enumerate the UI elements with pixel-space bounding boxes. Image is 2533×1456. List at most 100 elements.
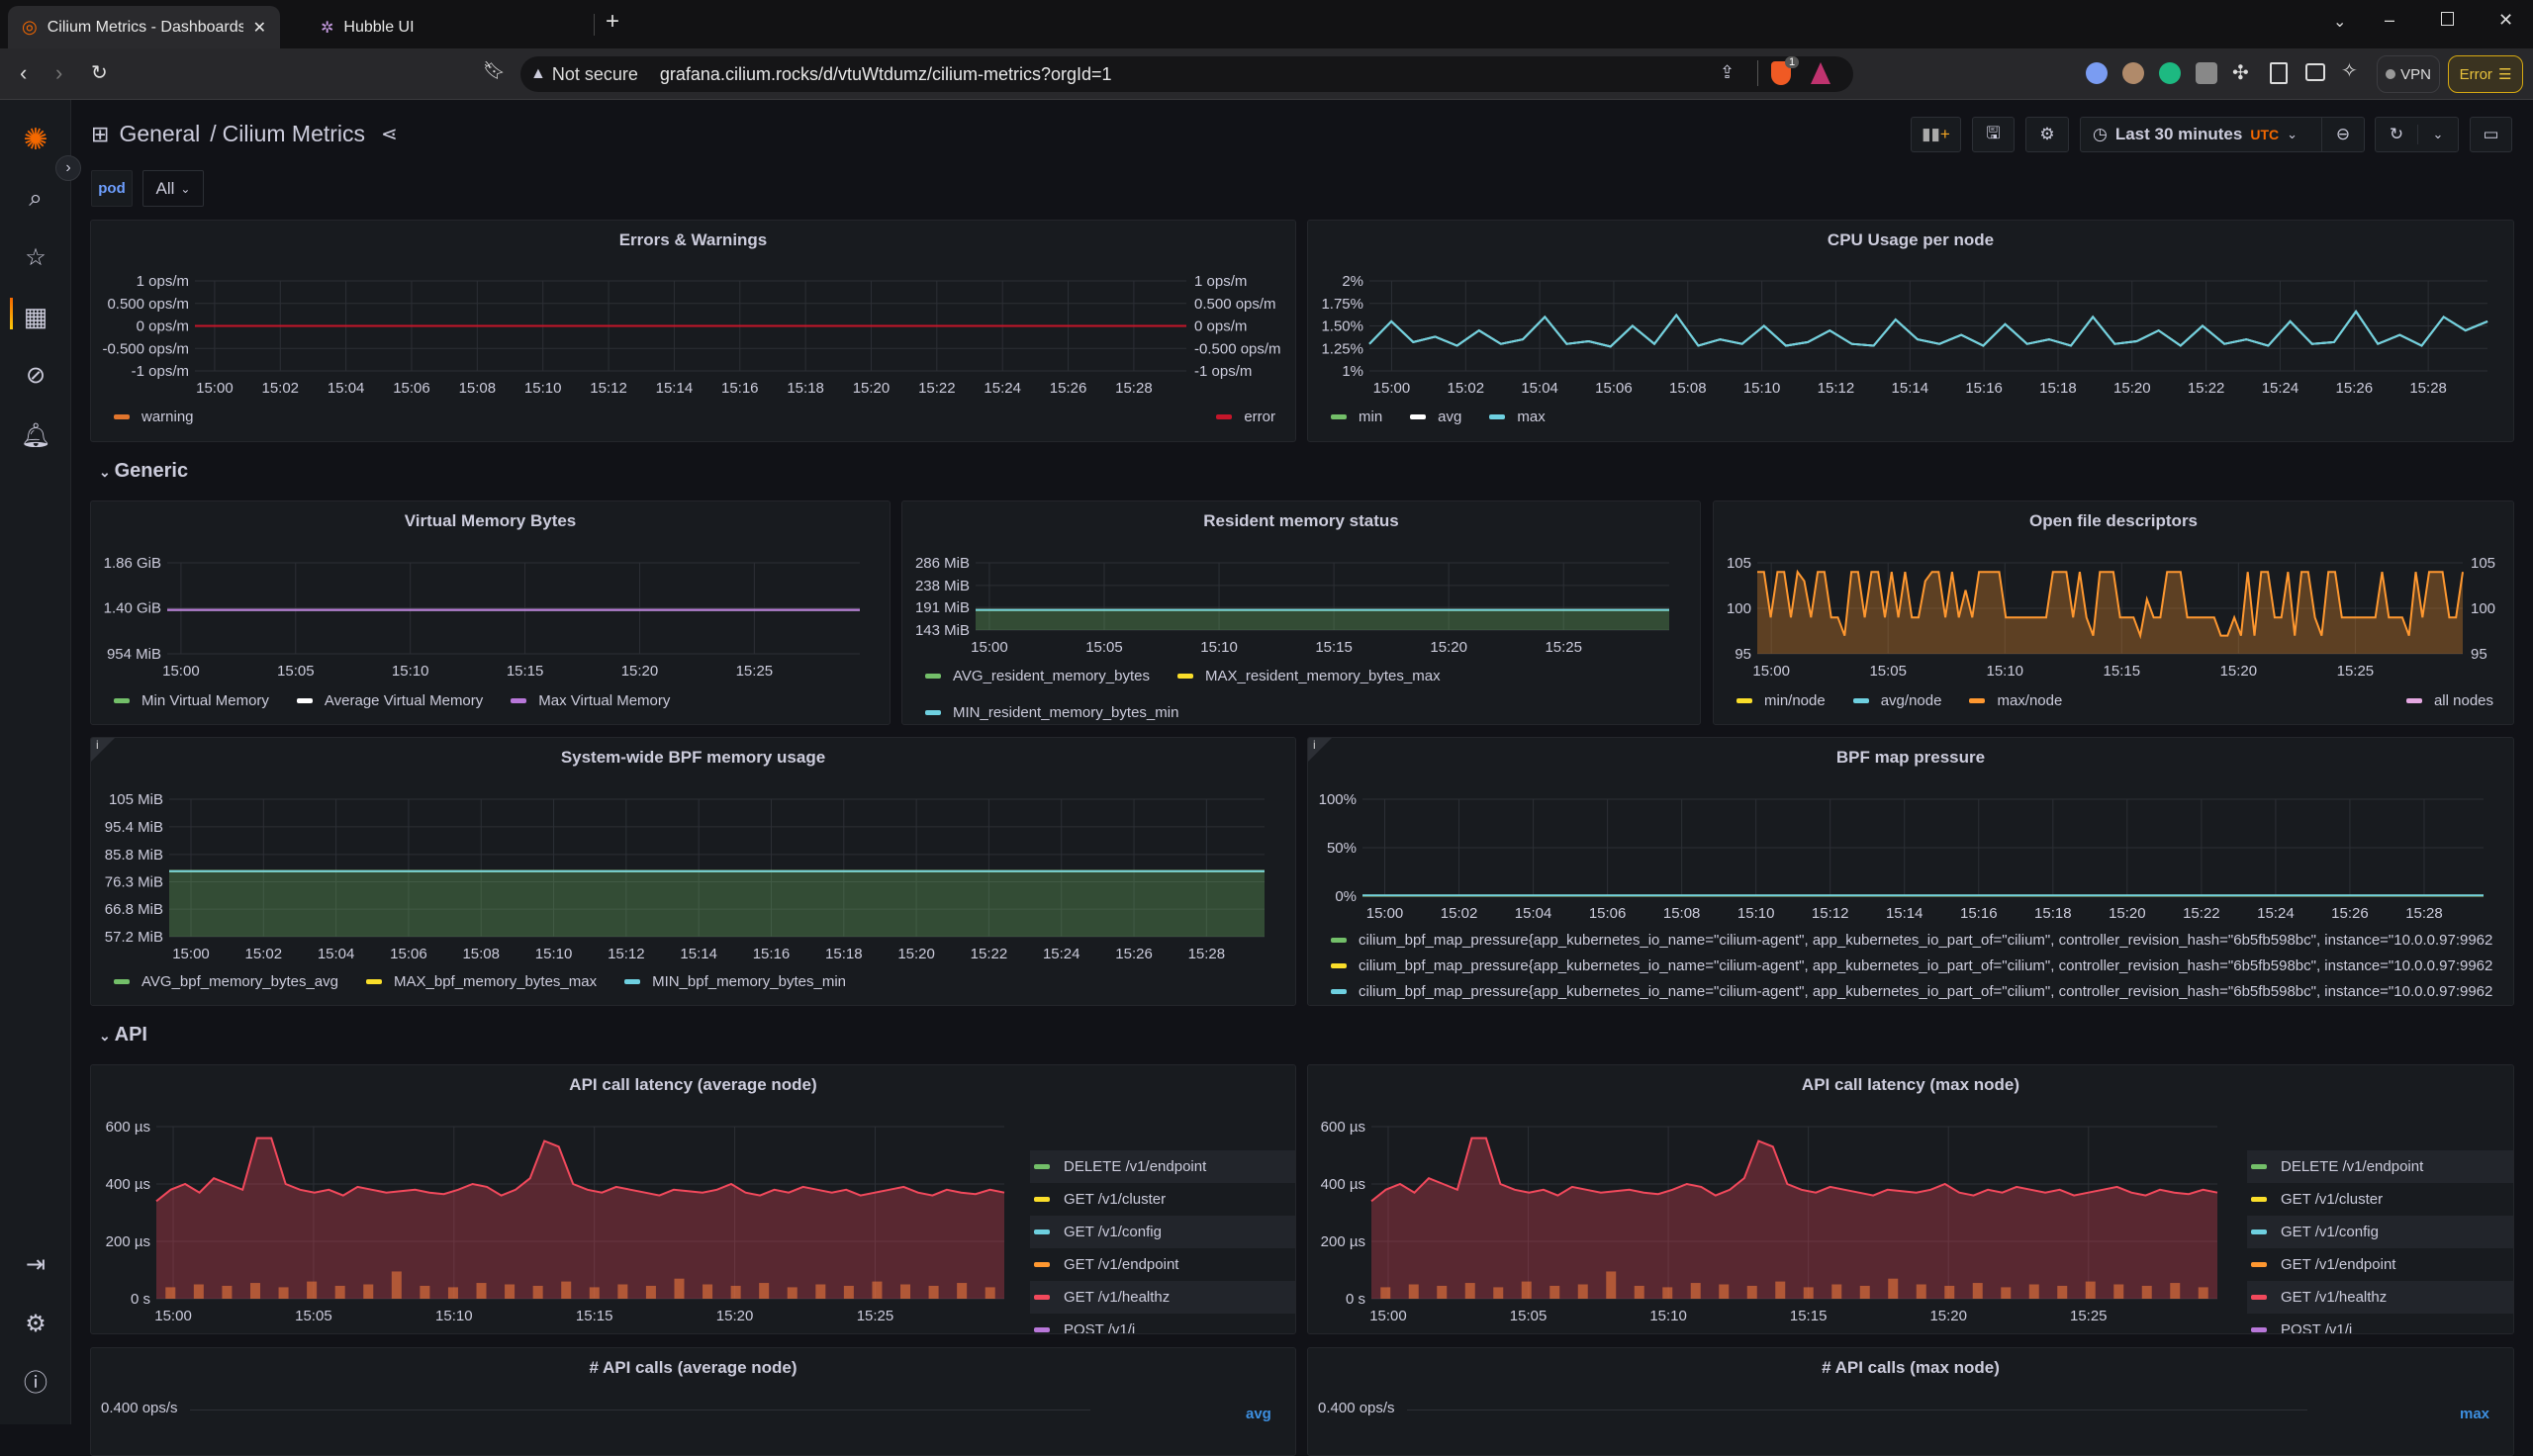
panel-resident-memory[interactable]: Resident memory status 286 MiB 238 MiB 191…: [901, 500, 1701, 725]
legend-row[interactable]: POST /v1/i: [2247, 1314, 2513, 1333]
expand-sidebar-button[interactable]: ›: [55, 155, 81, 181]
legend-item[interactable]: min: [1331, 409, 1382, 425]
legend-item[interactable]: AVG_bpf_memory_bytes_avg: [114, 973, 338, 990]
chart-svg[interactable]: 600 µs 400 µs 200 µs 0 s15:00 15:05 15:10 15:1…: [1308, 1119, 2513, 1328]
panel-title[interactable]: # API calls (average node): [589, 1358, 797, 1377]
grafana-logo-icon[interactable]: ✺: [23, 124, 48, 156]
breadcrumb-folder[interactable]: General: [119, 121, 201, 146]
variable-select-pod[interactable]: All ⌄: [142, 170, 204, 207]
security-label[interactable]: Not secure: [551, 63, 638, 84]
chart-svg[interactable]: 100% 50% 0% 15:00 15:02 15:04 15:06 15:08 15:10 1…: [1308, 791, 2513, 926]
panel-open-file-descriptors[interactable]: Open file descriptors 105 105 100 100 95 95 15…: [1713, 500, 2514, 725]
close-tab-icon[interactable]: ✕: [252, 19, 266, 37]
alerting-bell-icon[interactable]: 🔔︎: [20, 422, 51, 449]
panel-cpu-usage[interactable]: CPU Usage per node 2% 1.75% 1.50% 1.25% 1% 15…: [1307, 220, 2514, 442]
legend-row[interactable]: GET /v1/config: [1030, 1216, 1295, 1248]
legend-row[interactable]: GET /v1/endpoint: [2247, 1248, 2513, 1281]
restore-button[interactable]: [2441, 12, 2454, 26]
panel-info-icon[interactable]: i: [91, 738, 115, 762]
legend-item[interactable]: MIN_resident_memory_bytes_min: [925, 704, 1178, 721]
panel-api-latency-avg[interactable]: API call latency (average node) 600 µs 40…: [90, 1064, 1296, 1334]
legend-item[interactable]: Max Virtual Memory: [511, 692, 670, 709]
chart-resident-memory[interactable]: 286 MiB 238 MiB 191 MiB 143 MiB 15:00 15:05 15…: [902, 555, 1700, 660]
address-bar[interactable]: ▲ Not secure grafana.cilium.rocks/d/vtuW…: [520, 56, 1853, 92]
brave-rewards-icon[interactable]: [1811, 62, 1830, 84]
legend-row[interactable]: GET /v1/config: [2247, 1216, 2513, 1248]
explore-compass-icon[interactable]: ⊘: [25, 362, 47, 389]
forward-button[interactable]: ›: [55, 60, 63, 85]
chart-svg[interactable]: 2% 1.75% 1.50% 1.25% 1% 15:00 15:02 15:04 15:06 1…: [1308, 273, 2513, 401]
chart-bpf-map-pressure[interactable]: 100% 50% 0% 15:00 15:02 15:04 15:06 15:08 15:10 1…: [1308, 791, 2513, 926]
row-header-api[interactable]: ⌄ API: [99, 1024, 147, 1046]
legend-item[interactable]: min/node: [1736, 692, 1826, 709]
legend-row[interactable]: DELETE /v1/endpoint: [1030, 1150, 1295, 1183]
tab-hubble-ui[interactable]: ✲ Hubble UI: [307, 6, 584, 48]
legend-row[interactable]: GET /v1/healthz363 µs: [1030, 1281, 1295, 1314]
legend-row[interactable]: GET /v1/endpoint: [1030, 1248, 1295, 1281]
panel-info-icon[interactable]: i: [1308, 738, 1332, 762]
legend-item[interactable]: all nodes: [2405, 692, 2493, 709]
share-icon[interactable]: ⇪: [1720, 62, 1736, 82]
refresh-button[interactable]: ↻: [2376, 125, 2418, 144]
chart-svg[interactable]: 600 µs 400 µs 200 µs 0 s15:00 15:05 15:10 15:1…: [91, 1119, 1295, 1328]
panel-title[interactable]: Resident memory status: [1203, 511, 1399, 530]
panel-title[interactable]: Virtual Memory Bytes: [404, 511, 577, 530]
bookmark-icon[interactable]: 🔖︎: [483, 60, 506, 80]
legend-column-header[interactable]: max: [2247, 1125, 2513, 1150]
panel-title[interactable]: # API calls (max node): [1822, 1358, 2000, 1377]
panel-title[interactable]: Errors & Warnings: [618, 230, 768, 249]
tab-cilium-metrics[interactable]: ◎ Cilium Metrics - Dashboards - G ✕: [8, 6, 280, 48]
chart-api-latency-max[interactable]: 600 µs 400 µs 200 µs 0 s 15:00 15:05 15:10 15:1…: [1308, 1119, 2513, 1328]
chart-bpf-memory[interactable]: 105 MiB 95.4 MiB 85.8 MiB 76.3 MiB 66.8 MiB 5…: [91, 791, 1295, 966]
extensions-puzzle-icon[interactable]: ✣: [2232, 62, 2249, 84]
panel-api-latency-max[interactable]: API call latency (max node) 600 µs 400 µs…: [1307, 1064, 2514, 1334]
url-text[interactable]: grafana.cilium.rocks/d/vtuWtdumz/cilium-…: [659, 63, 1112, 84]
reload-button[interactable]: ↻: [91, 62, 108, 84]
brave-shields-icon[interactable]: [1771, 61, 1791, 85]
legend-header[interactable]: avg: [1246, 1406, 1271, 1422]
extension-shield-icon[interactable]: [2196, 62, 2217, 84]
dashboards-icon[interactable]: ▦: [23, 302, 48, 331]
panel-errors-warnings[interactable]: Errors & Warnings 1 ops/m 1 ops/m 0.500 op…: [90, 220, 1296, 442]
legend-item[interactable]: error: [1216, 409, 1275, 425]
leo-ai-icon[interactable]: ✧: [2341, 60, 2358, 82]
search-icon[interactable]: ⌕: [29, 185, 43, 212]
panel-title[interactable]: BPF map pressure: [1835, 748, 1986, 767]
configuration-gear-icon[interactable]: ⚙: [25, 1311, 47, 1337]
dashboard-title[interactable]: Cilium Metrics: [222, 121, 366, 146]
legend-item[interactable]: cilium_bpf_map_pressure{app_kubernetes_i…: [1331, 983, 2513, 1000]
legend-item[interactable]: MIN_bpf_memory_bytes_min: [624, 973, 846, 990]
save-dashboard-button[interactable]: 🖫︎: [1972, 117, 2015, 152]
legend-item[interactable]: cilium_bpf_map_pressure{app_kubernetes_i…: [1331, 957, 2513, 974]
legend-item[interactable]: max: [1489, 409, 1546, 425]
sidebar-toggle-icon[interactable]: [2270, 62, 2288, 84]
legend-row[interactable]: GET /v1/healthz564 µs: [2247, 1281, 2513, 1314]
refresh-interval-chevron-icon[interactable]: ⌄: [2432, 127, 2444, 141]
legend-row[interactable]: POST /v1/i: [1030, 1314, 1295, 1333]
panel-bpf-memory[interactable]: i System-wide BPF memory usage 105 MiB 95…: [90, 737, 1296, 1006]
add-panel-button[interactable]: ▮▮+: [1911, 117, 1961, 152]
chart-open-fds[interactable]: 105 105 100 100 95 95 15:00 15:05 15:10 15:15 15:2…: [1714, 555, 2513, 683]
close-window-button[interactable]: ✕: [2498, 10, 2514, 30]
legend-column-header[interactable]: avg: [1030, 1125, 1295, 1150]
minimize-button[interactable]: –: [2385, 10, 2395, 30]
extension-search-icon[interactable]: [2086, 62, 2108, 84]
legend-item[interactable]: avg: [1410, 409, 1461, 425]
chart-errors-warnings[interactable]: 1 ops/m 1 ops/m 0.500 ops/m 0.500 ops/m 0 op…: [91, 273, 1295, 401]
legend-item[interactable]: max/node: [1969, 692, 2062, 709]
legend-header[interactable]: max: [2460, 1406, 2490, 1422]
legend-item[interactable]: MAX_resident_memory_bytes_max: [1176, 668, 1441, 684]
legend-row[interactable]: GET /v1/cluster99.3 µs: [2247, 1183, 2513, 1216]
back-button[interactable]: ‹: [20, 60, 28, 85]
dashboard-settings-button[interactable]: ⚙: [2025, 117, 2069, 152]
vpn-button[interactable]: VPN: [2377, 55, 2440, 93]
chart-virtual-memory[interactable]: 1.86 GiB 1.40 GiB 954 MiB 15:00 15:05 15:10 15…: [91, 555, 890, 683]
chart-svg[interactable]: 1 ops/m 1 ops/m 0.500 ops/m 0.500 ops/m 0 op…: [91, 273, 1295, 401]
legend-item[interactable]: Min Virtual Memory: [114, 692, 269, 709]
extension-avatar-icon[interactable]: [2122, 62, 2144, 84]
share-dashboard-icon[interactable]: ⋖: [381, 124, 398, 145]
sign-in-icon[interactable]: ⇥: [25, 1251, 47, 1278]
panel-virtual-memory[interactable]: Virtual Memory Bytes 1.86 GiB 1.40 GiB 954…: [90, 500, 891, 725]
